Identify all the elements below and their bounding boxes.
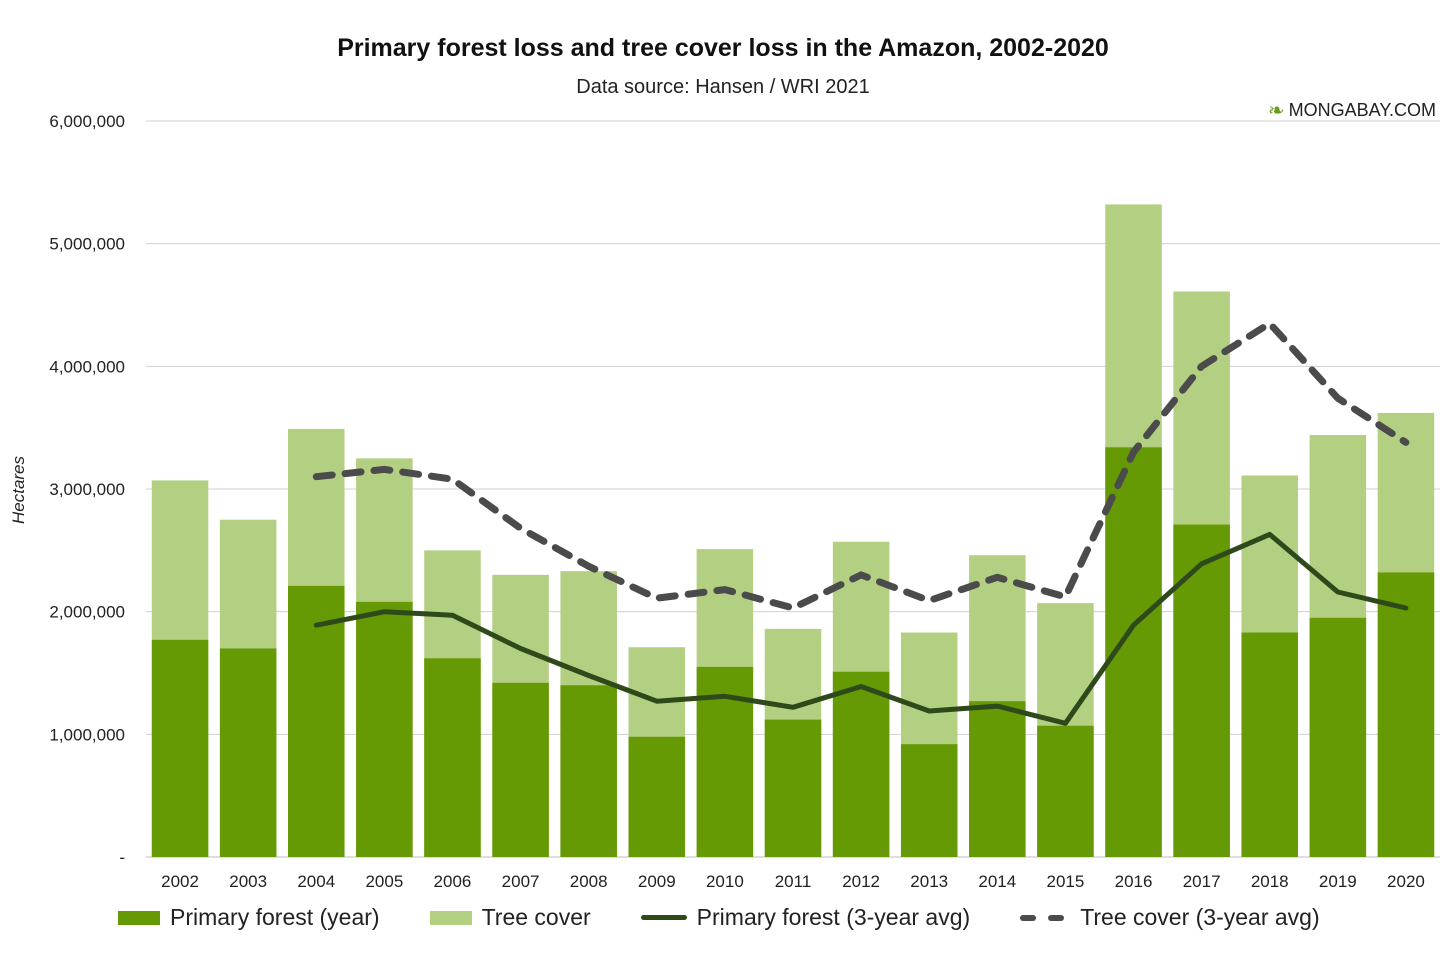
y-tick-label: - xyxy=(119,848,125,867)
legend-swatch-tree xyxy=(429,910,472,925)
y-tick-label: 5,000,000 xyxy=(49,235,125,254)
y-axis-label: Hectares xyxy=(9,455,28,524)
bar-primary-forest xyxy=(1241,632,1299,857)
y-tick-label: 3,000,000 xyxy=(49,480,125,499)
x-tick-label: 2016 xyxy=(1115,872,1153,891)
x-tick-label: 2009 xyxy=(638,872,676,891)
x-tick-label: 2013 xyxy=(910,872,948,891)
legend-label: Primary forest (year) xyxy=(170,904,380,930)
brand-logo: ❧ MONGABAY.COM xyxy=(1268,98,1436,123)
x-tick-label: 2007 xyxy=(502,872,540,891)
x-tick-label: 2004 xyxy=(297,872,335,891)
bar-primary-forest xyxy=(492,682,549,857)
x-tick-label: 2003 xyxy=(229,872,267,891)
x-tick-label: 2010 xyxy=(706,872,744,891)
bars xyxy=(151,204,1435,857)
x-tick-label: 2008 xyxy=(570,872,608,891)
x-tick-label: 2014 xyxy=(978,872,1016,891)
chart-title: Primary forest loss and tree cover loss … xyxy=(337,34,1109,62)
bar-primary-forest xyxy=(219,648,277,857)
y-tick-label: 1,000,000 xyxy=(49,725,125,744)
line-primary-forest-avg xyxy=(313,531,1409,726)
bar-primary-forest xyxy=(356,601,413,857)
bar-primary-forest xyxy=(1377,572,1435,857)
bar-primary-forest xyxy=(151,639,209,857)
y-tick-label: 4,000,000 xyxy=(49,357,125,376)
legend-item-primary-avg: Primary forest (3-year avg) xyxy=(640,904,971,931)
bar-primary-forest xyxy=(1309,617,1367,857)
bar-primary-forest xyxy=(424,658,481,857)
legend: Primary forest (year) Tree cover Primary… xyxy=(118,904,1370,931)
x-tick-label: 2017 xyxy=(1183,872,1221,891)
x-tick-label: 2006 xyxy=(434,872,472,891)
x-tick-label: 2018 xyxy=(1251,872,1289,891)
x-tick-label: 2012 xyxy=(842,872,880,891)
x-tick-label: 2015 xyxy=(1047,872,1085,891)
legend-item-primary-forest: Primary forest (year) xyxy=(118,904,380,931)
x-tick-label: 2002 xyxy=(161,872,199,891)
bar-primary-forest xyxy=(900,744,958,857)
legend-item-tree-cover: Tree cover xyxy=(429,904,591,931)
lizard-logo-icon: ❧ xyxy=(1267,100,1285,122)
legend-label: Tree cover xyxy=(481,904,591,930)
legend-swatch-primary xyxy=(118,910,160,925)
y-tick-label: 6,000,000 xyxy=(49,112,125,131)
bar-primary-forest xyxy=(287,585,345,857)
y-axis: - 1,000,000 2,000,000 3,000,000 4,000,000 5,0… xyxy=(49,112,125,867)
bar-primary-forest xyxy=(560,685,617,857)
x-tick-label: 2019 xyxy=(1319,872,1357,891)
bar-primary-forest xyxy=(969,701,1026,857)
legend-swatch-tree-avg xyxy=(1020,911,1070,925)
x-axis: 2002 2003 2004 2005 2006 2007 2008 2009 2010 2011… xyxy=(161,872,1425,891)
chart-subtitle: Data source: Hansen / WRI 2021 xyxy=(576,76,870,98)
legend-item-tree-avg: Tree cover (3-year avg) xyxy=(1020,904,1320,931)
legend-label: Primary forest (3-year avg) xyxy=(696,904,971,930)
x-tick-label: 2011 xyxy=(775,872,812,891)
bar-primary-forest xyxy=(832,671,890,857)
line-tree-cover-avg xyxy=(312,319,1410,612)
avg-lines xyxy=(312,319,1410,726)
y-tick-label: 2,000,000 xyxy=(49,603,125,622)
brand-name: MONGABAY.COM xyxy=(1288,100,1436,120)
bar-primary-forest xyxy=(1037,725,1094,857)
bar-primary-forest xyxy=(764,719,822,857)
bar-primary-forest xyxy=(628,736,686,857)
x-tick-label: 2005 xyxy=(365,872,403,891)
bar-primary-forest xyxy=(1173,524,1230,857)
legend-label: Tree cover (3-year avg) xyxy=(1080,904,1320,930)
legend-swatch-primary-avg xyxy=(640,915,687,920)
x-tick-label: 2020 xyxy=(1387,872,1425,891)
